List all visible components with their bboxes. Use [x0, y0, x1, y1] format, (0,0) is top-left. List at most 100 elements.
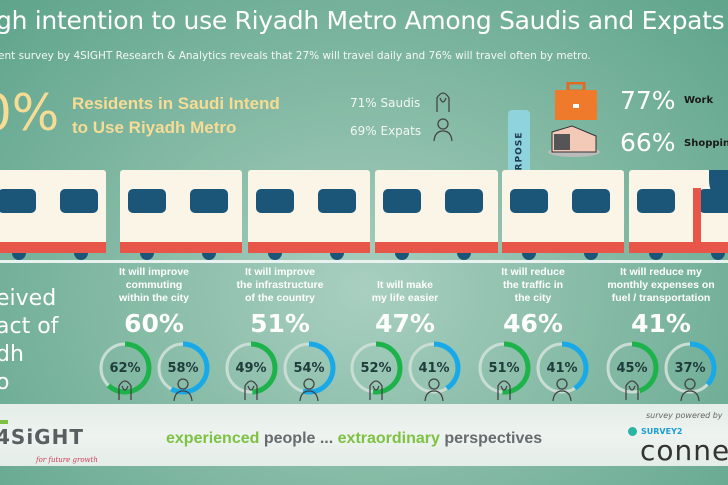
train-car	[0, 170, 106, 260]
expats-stat: 69% Expats	[350, 124, 422, 138]
train-wheel	[202, 253, 216, 260]
donut-value: 41%	[418, 360, 450, 376]
rail	[0, 260, 728, 263]
train-wheel	[140, 253, 154, 260]
saudi-donut: 52%	[348, 340, 404, 396]
train-window	[318, 189, 356, 213]
donut-arc	[282, 341, 336, 395]
train-window	[256, 189, 294, 213]
speech-bubble-icon	[628, 427, 637, 436]
saudi-person-icon	[625, 380, 639, 400]
impact-total: 60%	[124, 309, 184, 338]
company-logo: 4SiGHT	[0, 425, 84, 449]
train-window	[637, 189, 675, 213]
train-wheel	[649, 253, 663, 260]
donut-arc	[663, 341, 717, 395]
purpose-label-shopping: Shoppin	[684, 138, 728, 149]
briefcase-icon	[555, 82, 597, 120]
train-wheel	[268, 253, 282, 260]
train-wheel	[74, 253, 88, 260]
expat-person-icon	[680, 378, 700, 402]
expat-person-icon	[173, 378, 193, 402]
impact-statement: It will improve commuting within the city	[118, 266, 189, 304]
slogan: experienced people ... extraordinary per…	[166, 430, 543, 447]
logo-mark	[0, 420, 8, 424]
saudi-donut: 51%	[476, 340, 532, 396]
train-window	[510, 189, 548, 213]
train-wheel	[457, 253, 471, 260]
impact-total: 41%	[631, 309, 691, 338]
saudi-person-icon	[497, 380, 511, 400]
train-car	[248, 170, 370, 260]
donut-value: 54%	[293, 360, 325, 376]
train-stripe	[629, 242, 728, 253]
purpose-pct-work: 77%	[620, 86, 676, 115]
purpose-label-work: Work	[684, 95, 714, 106]
train-stripe	[375, 242, 498, 253]
donut-arc	[605, 341, 659, 395]
donut-arc	[407, 341, 461, 395]
impact-total: 51%	[250, 309, 310, 338]
donut-arc	[477, 341, 531, 395]
saudi-donut: 49%	[223, 340, 279, 396]
donut-arc	[535, 341, 589, 395]
saudis-stat: 71% Saudis	[350, 96, 421, 110]
train-stripe	[248, 242, 370, 253]
donut-value: 41%	[546, 360, 578, 376]
train-window	[572, 189, 610, 213]
expat-donut: 37%	[662, 340, 718, 396]
donut-value: 52%	[360, 360, 392, 376]
donut-value: 45%	[616, 360, 648, 376]
train-wheel	[584, 253, 598, 260]
expat-donut: 54%	[281, 340, 337, 396]
shopping-mall-icon	[548, 125, 600, 157]
donut-value: 37%	[674, 360, 706, 376]
impact-statement: It will improve the infrastructure of the …	[236, 266, 324, 304]
train-car	[120, 170, 242, 260]
donut-value: 58%	[167, 360, 199, 376]
impact-heading: eived act of dh o	[0, 286, 59, 395]
donut-value: 62%	[109, 360, 141, 376]
purpose-pct-shopping: 66%	[620, 128, 676, 157]
impact-statement: It will reduce the traffic in the city	[501, 266, 565, 304]
expat-donut: 41%	[406, 340, 462, 396]
subtitle: ent survey by 4SIGHT Research & Analytic…	[0, 50, 591, 62]
train-wheel	[330, 253, 344, 260]
donut-value: 49%	[235, 360, 267, 376]
train-window	[445, 189, 483, 213]
impact-statement: It will make my life easier	[371, 279, 439, 304]
train-stripe	[0, 242, 106, 253]
train-stripe	[502, 242, 624, 253]
powered-by: survey powered by	[646, 411, 723, 420]
train-stripe	[120, 242, 242, 253]
train-car	[375, 170, 498, 260]
saudi-donut: 45%	[604, 340, 660, 396]
logo-tagline: for future growth	[36, 456, 98, 464]
impact-statement: It will reduce my monthly expenses on fuel…	[607, 266, 715, 304]
expat-person-icon	[433, 118, 453, 142]
brand-bottom: conne	[640, 434, 728, 467]
footer-band	[0, 404, 728, 466]
expat-person-icon	[299, 378, 319, 402]
saudi-person-icon	[436, 92, 450, 112]
expat-donut: 41%	[534, 340, 590, 396]
train-wheel	[522, 253, 536, 260]
donut-arc	[224, 341, 278, 395]
saudi-person-icon	[244, 380, 258, 400]
train-window	[128, 189, 166, 213]
train-window	[190, 189, 228, 213]
train-wheel	[711, 253, 725, 260]
train-window	[383, 189, 421, 213]
train-wheel	[395, 253, 409, 260]
page-title: gh intention to use Riyadh Metro Among S…	[0, 6, 725, 35]
donut-value: 51%	[488, 360, 520, 376]
expat-person-icon	[552, 378, 572, 402]
saudi-person-icon	[118, 380, 132, 400]
saudi-person-icon	[369, 380, 383, 400]
expat-donut: 58%	[155, 340, 211, 396]
donut-arc	[349, 341, 403, 395]
train-window	[0, 189, 36, 213]
donut-arc	[98, 341, 152, 395]
expat-person-icon	[424, 378, 444, 402]
intent-percentage: 0%	[0, 84, 60, 142]
